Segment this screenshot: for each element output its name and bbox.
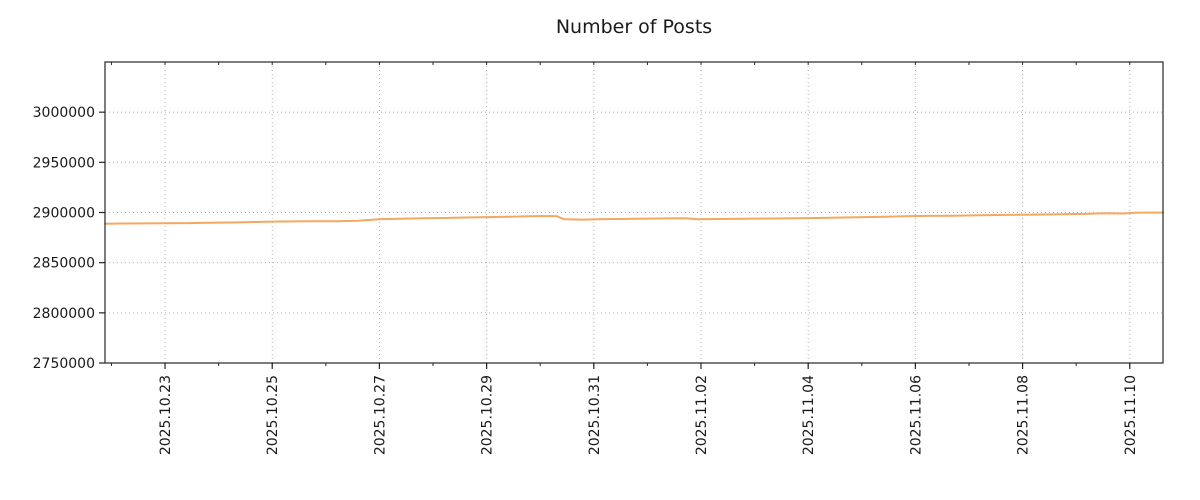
- y-tick-label: 3000000: [33, 105, 95, 121]
- x-tick-label: 2025.10.25: [265, 375, 281, 455]
- y-tick-label: 2950000: [33, 155, 95, 171]
- x-tick-label: 2025.11.04: [801, 375, 817, 455]
- series-line-number-of-posts: [104, 211, 1164, 225]
- chart-title: Number of Posts: [555, 16, 713, 38]
- x-tick-label: 2025.11.08: [1016, 375, 1032, 455]
- x-tick-label: 2025.11.02: [694, 375, 710, 455]
- y-tick-label: 2900000: [33, 206, 95, 222]
- x-tick-label: 2025.10.27: [372, 375, 388, 455]
- x-tick-label: 2025.11.10: [1123, 375, 1139, 455]
- x-tick-label: 2025.10.23: [158, 375, 174, 455]
- x-tick-label: 2025.10.29: [480, 375, 496, 455]
- y-tick-label: 2800000: [33, 306, 95, 322]
- x-tick-label: 2025.10.31: [587, 375, 603, 455]
- y-tick-label: 2750000: [33, 356, 95, 372]
- y-tick-label: 2850000: [33, 256, 95, 272]
- x-tick-label: 2025.11.06: [908, 375, 924, 455]
